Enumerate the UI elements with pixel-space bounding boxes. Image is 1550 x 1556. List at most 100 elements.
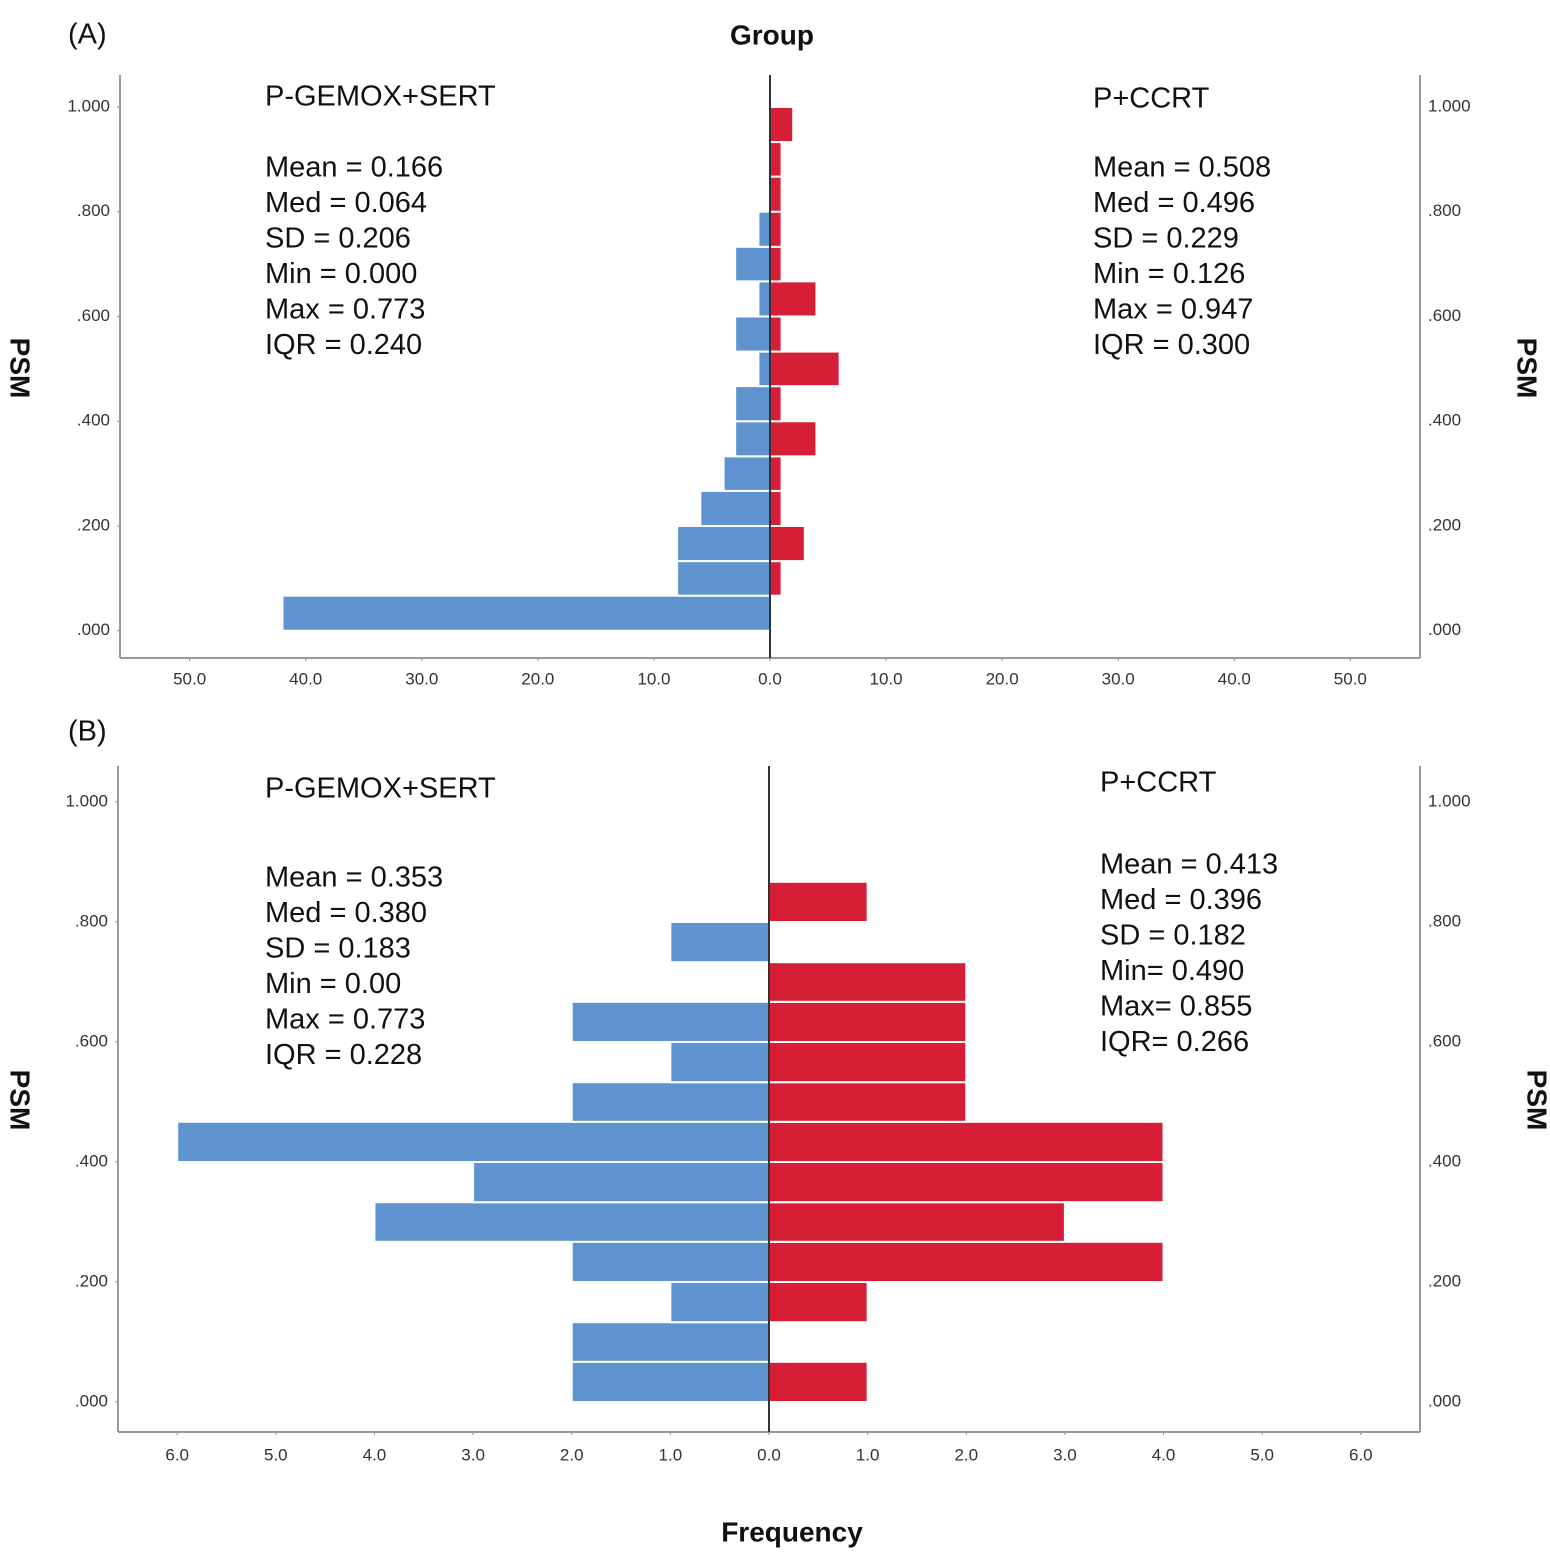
x-tick-label: 20.0: [521, 669, 554, 688]
bar: [373, 1201, 770, 1243]
bar: [769, 175, 783, 213]
bar: [570, 1081, 771, 1123]
y-tick-label: .200: [1428, 515, 1461, 534]
y-axis-label: PSM: [1522, 1070, 1550, 1131]
panel-label: (A): [68, 19, 107, 51]
bar: [734, 385, 772, 423]
bar: [669, 921, 771, 964]
series-name: P+CCRT: [1093, 83, 1210, 115]
bar: [669, 1041, 771, 1084]
stat: Mean = 0.413: [1100, 849, 1278, 881]
y-tick-label: 1.000: [1428, 791, 1471, 810]
x-tick-label: 0.0: [757, 1445, 781, 1464]
x-tick-label: 30.0: [405, 669, 438, 688]
stat: Min = 0.000: [265, 258, 417, 290]
y-tick-label: .200: [1428, 1271, 1461, 1290]
stat: Med = 0.396: [1100, 884, 1262, 916]
x-tick-label: 5.0: [264, 1445, 288, 1464]
x-tick-label: 6.0: [1349, 1445, 1373, 1464]
stat: Max= 0.855: [1100, 991, 1252, 1023]
stat: Med = 0.380: [265, 897, 427, 929]
bar: [734, 245, 772, 283]
bar: [769, 210, 783, 248]
bar: [676, 560, 772, 597]
header: Group: [730, 19, 814, 50]
bar: [676, 525, 772, 563]
y-axis-label: PSM: [1512, 338, 1543, 399]
bar: [768, 1360, 869, 1404]
bar: [570, 1000, 771, 1043]
x-tick-label: 4.0: [1152, 1445, 1176, 1464]
bar: [769, 105, 795, 144]
y-tick-label: .600: [75, 1031, 108, 1050]
y-tick-label: .200: [75, 1271, 108, 1290]
y-axis-label: PSM: [5, 1070, 36, 1131]
bar: [769, 525, 806, 563]
bar: [769, 245, 783, 283]
bar: [769, 280, 818, 318]
x-tick-label: 1.0: [659, 1445, 683, 1464]
stat: IQR = 0.228: [265, 1039, 422, 1071]
y-tick-label: .800: [1428, 201, 1461, 220]
stat: IQR = 0.300: [1093, 329, 1250, 361]
stat: Max = 0.773: [265, 294, 425, 326]
y-axis-label: PSM: [5, 338, 36, 399]
y-tick-label: .800: [1428, 911, 1461, 930]
bar: [768, 1000, 968, 1043]
bar: [757, 350, 772, 388]
bar: [570, 1240, 771, 1284]
x-tick-label: 40.0: [289, 669, 322, 688]
y-tick-label: .000: [1428, 1391, 1461, 1410]
bar: [768, 1081, 968, 1123]
x-tick-label: 4.0: [363, 1445, 387, 1464]
stat: Med = 0.496: [1093, 187, 1255, 219]
stat: SD = 0.229: [1093, 223, 1239, 255]
bar: [699, 489, 771, 527]
y-tick-label: .000: [75, 1391, 108, 1410]
bar: [768, 961, 968, 1003]
bar: [768, 1201, 1066, 1243]
panel-label: (B): [68, 716, 107, 748]
bar: [769, 350, 841, 388]
bar: [768, 1120, 1165, 1164]
stat: Med = 0.064: [265, 187, 427, 219]
bar: [570, 1321, 771, 1363]
series-name: P-GEMOX+SERT: [265, 773, 496, 805]
x-tick-label: 30.0: [1102, 669, 1135, 688]
bar: [768, 1281, 869, 1324]
bar: [757, 280, 772, 318]
stat: Max = 0.773: [265, 1004, 425, 1036]
y-tick-label: .000: [1428, 620, 1461, 639]
y-tick-label: .800: [77, 201, 110, 220]
bar: [769, 141, 783, 178]
stat: Min = 0.126: [1093, 258, 1245, 290]
series-name: P+CCRT: [1100, 767, 1217, 799]
series-name: P-GEMOX+SERT: [265, 81, 496, 113]
stat: IQR = 0.240: [265, 329, 422, 361]
bar: [769, 385, 783, 423]
x-tick-label: 10.0: [637, 669, 670, 688]
bar: [768, 1240, 1165, 1284]
stat: IQR= 0.266: [1100, 1026, 1249, 1058]
bar: [769, 560, 783, 597]
x-tick-label: 2.0: [954, 1445, 978, 1464]
bar: [769, 315, 783, 353]
x-tick-label: 3.0: [1053, 1445, 1077, 1464]
x-tick-label: 1.0: [856, 1445, 880, 1464]
y-tick-label: .600: [1428, 306, 1461, 325]
stat: SD = 0.182: [1100, 920, 1246, 952]
bar: [281, 594, 771, 632]
x-tick-label: 10.0: [870, 669, 903, 688]
x-tick-label: 40.0: [1218, 669, 1251, 688]
bar: [768, 1161, 1165, 1204]
y-tick-label: .400: [1428, 1151, 1461, 1170]
y-tick-label: .000: [77, 620, 110, 639]
bar: [734, 420, 772, 458]
y-tick-label: .200: [77, 515, 110, 534]
bar: [769, 420, 818, 458]
bar: [472, 1161, 770, 1204]
bar: [769, 455, 783, 492]
stat: Mean = 0.353: [265, 862, 443, 894]
y-tick-label: .400: [77, 411, 110, 430]
